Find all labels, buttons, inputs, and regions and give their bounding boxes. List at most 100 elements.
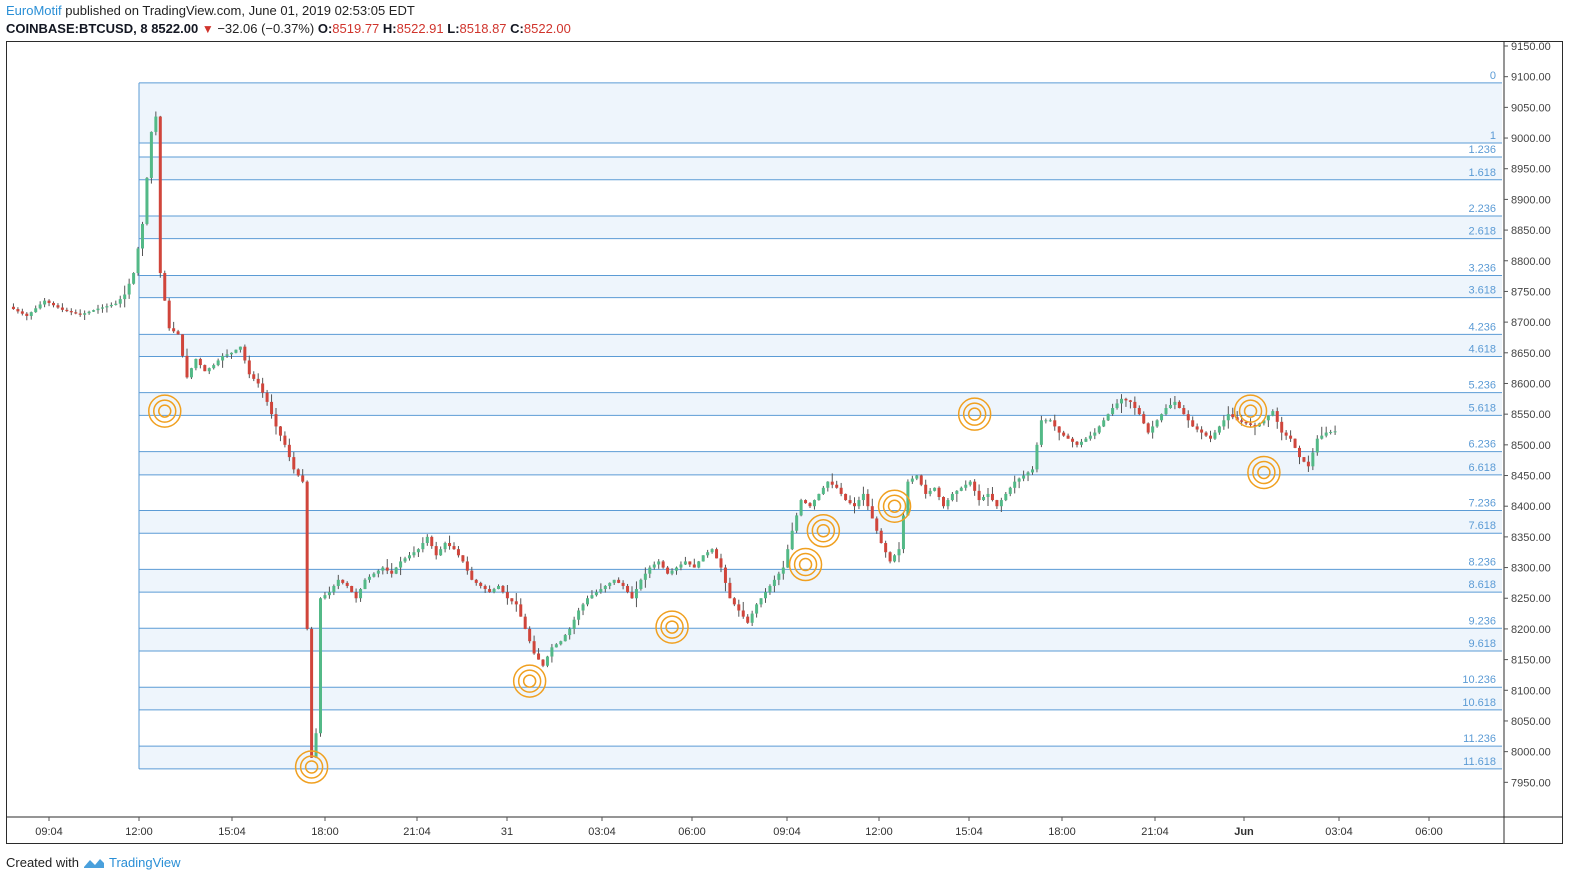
candle-up [323,595,327,599]
candle-down [541,659,545,666]
candle-up [1226,414,1230,421]
candle-down [261,383,265,393]
candle-up [670,570,674,574]
fib-band [139,334,1502,357]
fib-band [139,392,1502,416]
candle-up [933,487,937,491]
candle-up [1106,414,1110,421]
publish-line: EuroMotif published on TradingView.com, … [6,2,571,20]
candle-down [341,579,345,583]
candle-down [875,518,879,531]
candle-up [234,349,238,353]
candle-up [955,490,959,494]
candle-down [270,401,274,415]
fib-band [139,451,1502,475]
candle-up [394,567,398,574]
candle-down [719,558,723,568]
candle-up [1031,469,1034,473]
candle-up [821,487,825,494]
price-tick-label: 8300.00 [1511,563,1551,575]
candle-down [167,300,171,329]
candle-up [1079,441,1083,445]
candle-down [528,628,532,642]
price-chart[interactable]: 011.2361.6182.2362.6183.2363.6184.2364.6… [7,42,1562,843]
candle-up [1333,431,1337,433]
candle-down [519,604,523,617]
price-tick-label: 8900.00 [1511,194,1551,206]
author-link[interactable]: EuroMotif [6,3,62,18]
candle-down [456,549,460,556]
candle-up [964,484,968,488]
candle-up [105,306,109,308]
chart-frame[interactable]: 0 1 1.236 1.618 2.236 2.618 3.236 3.618 4.236 4.6… [6,41,1563,844]
candle-down [1289,435,1293,439]
candle-up [416,549,420,553]
candle-up [439,549,443,556]
fib-level-label: 1.618 [1468,167,1496,179]
fib-level-label: 10.618 [1462,697,1496,709]
candle-up [1217,426,1221,433]
price-tick-label: 8450.00 [1511,471,1551,483]
candle-down [16,309,20,312]
candle-down [74,312,78,314]
candle-up [1320,435,1324,439]
fib-level-label: 6.618 [1468,462,1496,474]
candle-down [848,500,852,504]
candle-up [857,500,861,507]
candle-up [141,223,144,249]
candle-up [1266,415,1270,421]
candle-down [666,567,670,574]
created-with-text: Created with [6,855,79,870]
candle-up [1097,426,1101,433]
price-tick-label: 8950.00 [1511,164,1551,176]
candle-down [942,496,945,507]
candle-up [648,567,652,574]
candle-down [741,610,745,617]
candle-up [367,576,371,580]
high-label: H: [382,21,397,36]
price-tick-label: 9100.00 [1511,72,1551,84]
candle-down [287,444,291,458]
candle-up [359,589,363,599]
candle-up [1088,435,1092,439]
price-tick-label: 8750.00 [1511,286,1551,298]
candle-up [1102,420,1106,427]
candle-up [701,555,705,562]
candle-down [688,561,692,565]
candle-down [884,543,888,553]
candle-down [198,358,202,366]
candle-down [1191,420,1195,427]
pivot-marker-ring [811,518,836,543]
candle-up [554,644,558,648]
candle-up [572,619,576,629]
fib-level-label: 0 [1490,70,1496,82]
fib-level-label: 8.618 [1468,579,1496,591]
candle-up [1168,404,1172,409]
fib-band [139,569,1502,593]
candle-up [1084,438,1088,442]
candle-down [1053,420,1057,427]
candle-down [65,309,69,312]
candle-up [1173,401,1177,405]
candle-up [87,311,91,314]
fib-band [139,275,1502,298]
price-change: −32.06 (−0.37%) [217,21,315,36]
tradingview-link[interactable]: TradingView [108,855,181,870]
candle-up [612,579,616,583]
candle-down [1204,432,1208,436]
candle-up [332,585,336,593]
candle-down [839,487,843,494]
fib-band [139,628,1502,652]
candle-down [1249,423,1253,425]
candle-up [118,299,122,304]
fib-level-label: 5.236 [1468,380,1496,392]
candle-up [577,610,581,620]
high-value: 8522.91 [396,21,444,36]
candle-down [1302,457,1306,462]
symbol-line: COINBASE:BTCUSD, 8 8522.00 ▼ −32.06 (−0.… [6,20,571,38]
candle-down [1133,401,1137,409]
candle-up [492,589,496,593]
fib-level-label: 7.618 [1468,520,1496,532]
price-tick-label: 8350.00 [1511,532,1551,544]
candle-up [376,570,380,574]
